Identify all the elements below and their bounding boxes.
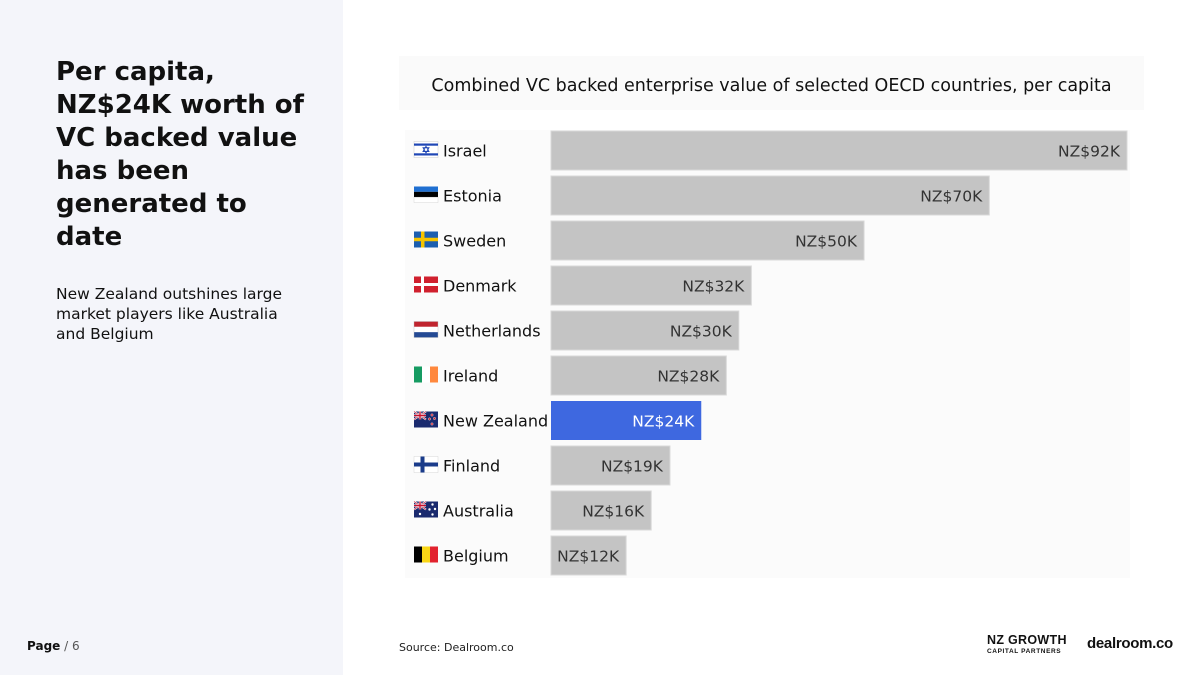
logo-nzgcp-line1: NZ GROWTH [987,633,1067,647]
bar-finland [550,445,671,486]
value-label-finland: NZ$19K [601,458,664,476]
page-number: 6 [71,639,80,653]
bar-new-zealand [551,401,702,440]
value-label-israel: NZ$92K [1058,143,1121,161]
bar-sweden [550,220,865,261]
chart-title-band [399,56,1144,110]
category-label-netherlands: Netherlands [443,322,541,341]
source-note: Source: Dealroom.co [399,641,514,654]
category-label-sweden: Sweden [443,232,506,251]
value-label-estonia: NZ$70K [920,188,983,206]
value-label-sweden: NZ$50K [795,233,858,251]
category-label-belgium: Belgium [443,547,509,566]
value-label-belgium: NZ$12K [557,548,620,566]
estonia-flag-icon [413,186,439,203]
category-label-israel: Israel [443,142,487,161]
page-label: Page [27,639,61,653]
bar-australia [550,490,652,531]
value-label-netherlands: NZ$30K [670,323,733,341]
nz-growth-capital-partners-logo: NZ GROWTH CAPITAL PARTNERS [987,634,1067,656]
value-label-denmark: NZ$32K [682,278,745,296]
category-label-australia: Australia [443,502,514,521]
category-label-finland: Finland [443,457,500,476]
page-separator: / [60,639,72,653]
value-label-new-zealand: NZ$24K [632,413,695,431]
australia-flag-icon [413,500,438,518]
bar-netherlands [550,310,740,351]
category-label-new-zealand: New Zealand [443,412,548,431]
ireland-flag-icon [414,366,438,383]
dealroom-logo: dealroom.co [1087,635,1173,652]
bar-belgium [550,535,627,576]
bar-ireland [550,355,727,396]
headline: Per capita, NZ$24K worth of VC backed va… [56,57,304,252]
subtext: New Zealand outshines large market playe… [56,285,283,343]
value-label-australia: NZ$16K [582,503,645,521]
category-label-ireland: Ireland [443,367,498,386]
new-zealand-flag-icon [413,410,438,428]
page-indicator: Page / 6 [27,639,80,653]
category-label-estonia: Estonia [443,187,502,206]
category-label-denmark: Denmark [443,277,517,296]
chart-title: Combined VC backed enterprise value of s… [431,76,1112,96]
netherlands-flag-icon [413,321,439,338]
sweden-flag-icon [414,231,438,248]
value-label-ireland: NZ$28K [657,368,720,386]
logo-nzgcp-line2: CAPITAL PARTNERS [987,648,1062,655]
israel-flag-icon [413,141,439,158]
finland-flag-icon [413,456,439,473]
bar-estonia [550,175,990,216]
denmark-flag-icon [414,276,438,293]
bar-israel [550,130,1128,171]
bar-denmark [550,265,752,306]
belgium-flag-icon [414,546,438,563]
left-panel [0,0,343,675]
